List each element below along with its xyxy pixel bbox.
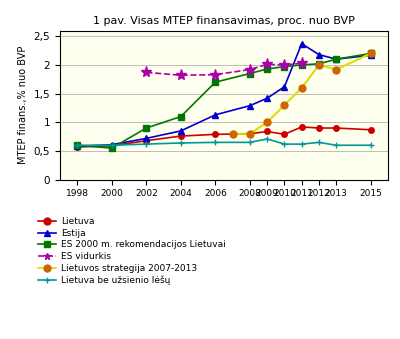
Estija — [109, 143, 114, 147]
Estija — [368, 53, 373, 57]
Estija — [265, 96, 270, 100]
Lietuvos strategija 2007-2013 — [282, 103, 287, 107]
Line: Estija: Estija — [74, 41, 374, 149]
Line: Lietuva: Lietuva — [74, 124, 374, 150]
Lietuva — [109, 144, 114, 148]
Lietuvos strategija 2007-2013 — [299, 86, 304, 90]
ES 2000 m. rekomendacijos Lietuvai — [299, 63, 304, 67]
Estija — [144, 136, 149, 140]
Lietuva — [282, 132, 287, 136]
ES 2000 m. rekomendacijos Lietuvai — [368, 52, 373, 56]
Lietuva — [178, 134, 183, 138]
Lietuva be užsienio lėšų — [109, 143, 114, 147]
Lietuva be užsienio lėšų — [213, 140, 218, 144]
Lietuva — [334, 126, 339, 130]
Lietuva be užsienio lėšų — [144, 142, 149, 146]
Estija — [316, 53, 321, 57]
Title: 1 pav. Visas MTEP finansavimas, proc. nuo BVP: 1 pav. Visas MTEP finansavimas, proc. nu… — [93, 16, 355, 25]
Lietuva — [213, 132, 218, 136]
ES vidurkis — [213, 73, 218, 77]
Lietuva — [299, 125, 304, 129]
ES vidurkis — [248, 67, 252, 72]
Estija — [178, 129, 183, 133]
Lietuva — [144, 139, 149, 143]
ES vidurkis — [178, 73, 183, 77]
Estija — [75, 144, 80, 148]
ES 2000 m. rekomendacijos Lietuvai — [265, 67, 270, 71]
ES 2000 m. rekomendacijos Lietuvai — [248, 72, 252, 76]
Lietuvos strategija 2007-2013 — [248, 132, 252, 136]
Line: Lietuva be užsienio lėšų: Lietuva be užsienio lėšų — [74, 136, 374, 149]
ES vidurkis — [282, 63, 287, 67]
Lietuvos strategija 2007-2013 — [316, 63, 321, 67]
ES vidurkis — [265, 62, 270, 66]
Lietuvos strategija 2007-2013 — [368, 52, 373, 56]
Line: ES vidurkis: ES vidurkis — [141, 58, 307, 81]
Lietuva — [368, 128, 373, 132]
Lietuvos strategija 2007-2013 — [334, 67, 339, 72]
Estija — [282, 85, 287, 89]
ES 2000 m. rekomendacijos Lietuvai — [178, 115, 183, 119]
Lietuva be užsienio lėšų — [368, 143, 373, 147]
Line: ES 2000 m. rekomendacijos Lietuvai: ES 2000 m. rekomendacijos Lietuvai — [74, 51, 374, 151]
Estija — [334, 57, 339, 61]
Lietuva be užsienio lėšų — [282, 142, 287, 146]
Lietuva be užsienio lėšų — [299, 142, 304, 146]
ES 2000 m. rekomendacijos Lietuvai — [144, 126, 149, 130]
ES 2000 m. rekomendacijos Lietuvai — [109, 146, 114, 150]
Lietuva be užsienio lėšų — [178, 141, 183, 145]
ES 2000 m. rekomendacijos Lietuvai — [75, 143, 80, 147]
Lietuva — [248, 132, 252, 136]
ES vidurkis — [299, 61, 304, 65]
Estija — [248, 104, 252, 108]
Lietuva — [316, 126, 321, 130]
ES 2000 m. rekomendacijos Lietuvai — [213, 80, 218, 84]
Lietuvos strategija 2007-2013 — [230, 132, 235, 136]
Lietuva — [265, 129, 270, 134]
Estija — [213, 113, 218, 117]
Lietuva be užsienio lėšų — [316, 140, 321, 144]
Line: Lietuvos strategija 2007-2013: Lietuvos strategija 2007-2013 — [229, 50, 374, 137]
Lietuva be užsienio lėšų — [334, 143, 339, 147]
Y-axis label: MTEP finans.,% nuo BVP: MTEP finans.,% nuo BVP — [18, 46, 28, 164]
Legend: Lietuva, Estija, ES 2000 m. rekomendacijos Lietuvai, ES vidurkis, Lietuvos strat: Lietuva, Estija, ES 2000 m. rekomendacij… — [38, 217, 226, 285]
ES 2000 m. rekomendacijos Lietuvai — [334, 57, 339, 61]
Lietuva be užsienio lėšų — [248, 140, 252, 144]
ES 2000 m. rekomendacijos Lietuvai — [316, 62, 321, 66]
Lietuva — [75, 145, 80, 149]
Estija — [299, 42, 304, 46]
Lietuva be užsienio lėšų — [265, 137, 270, 141]
Lietuvos strategija 2007-2013 — [265, 120, 270, 124]
ES vidurkis — [144, 71, 149, 75]
ES 2000 m. rekomendacijos Lietuvai — [282, 65, 287, 69]
Lietuva be užsienio lėšų — [75, 143, 80, 147]
